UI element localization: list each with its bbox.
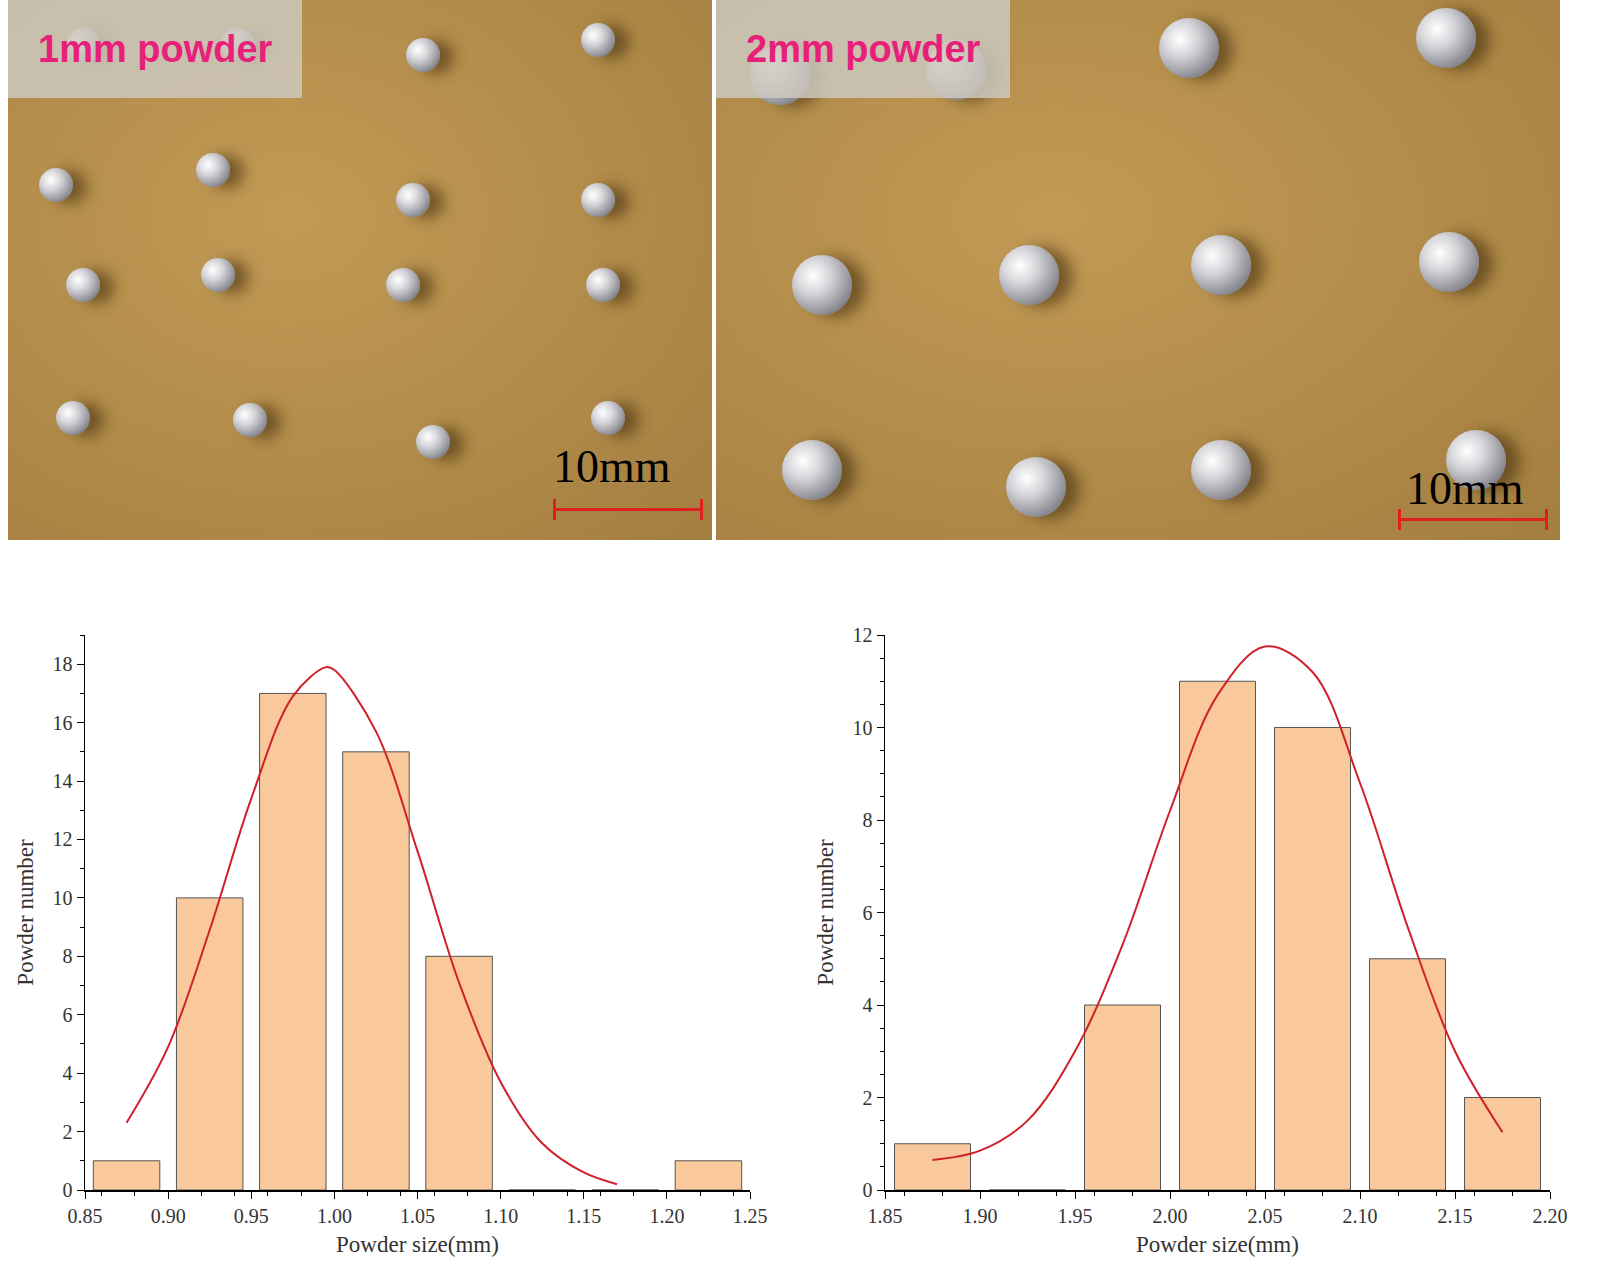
- svg-text:1.85: 1.85: [868, 1205, 903, 1227]
- svg-text:16: 16: [53, 712, 73, 734]
- svg-text:14: 14: [53, 770, 73, 792]
- svg-text:6: 6: [63, 1004, 73, 1026]
- svg-text:10: 10: [53, 887, 73, 909]
- html-text:1mm powder: 1mm powder: [38, 28, 273, 70]
- svg-text:1.20: 1.20: [649, 1205, 684, 1227]
- svg-text:0: 0: [63, 1179, 73, 1201]
- html-text:10mm: 10mm: [1406, 463, 1524, 514]
- svg-text:6: 6: [863, 902, 873, 924]
- svg-text:2.05: 2.05: [1248, 1205, 1283, 1227]
- svg-text:2.10: 2.10: [1343, 1205, 1378, 1227]
- svg-text:2: 2: [63, 1121, 73, 1143]
- svg-text:10: 10: [853, 717, 873, 739]
- svg-text:0.95: 0.95: [234, 1205, 269, 1227]
- svg-text:18: 18: [53, 653, 73, 675]
- svg-text:Powder size(mm): Powder size(mm): [336, 1232, 499, 1257]
- svg-text:2.20: 2.20: [1533, 1205, 1568, 1227]
- svg-text:1.00: 1.00: [317, 1205, 352, 1227]
- svg-text:8: 8: [863, 809, 873, 831]
- svg-text:2.00: 2.00: [1153, 1205, 1188, 1227]
- svg-text:1.05: 1.05: [400, 1205, 435, 1227]
- svg-text:0.90: 0.90: [151, 1205, 186, 1227]
- svg-text:Powder size(mm): Powder size(mm): [1136, 1232, 1299, 1257]
- svg-text:4: 4: [863, 994, 873, 1016]
- svg-text:1.25: 1.25: [733, 1205, 768, 1227]
- svg-text:1.10: 1.10: [483, 1205, 518, 1227]
- html-text:2mm powder: 2mm powder: [746, 28, 981, 70]
- svg-text:1.15: 1.15: [566, 1205, 601, 1227]
- svg-text:2: 2: [863, 1087, 873, 1109]
- svg-text:1.90: 1.90: [963, 1205, 998, 1227]
- svg-text:8: 8: [63, 945, 73, 967]
- svg-text:Powder number: Powder number: [13, 839, 38, 986]
- svg-text:12: 12: [53, 828, 73, 850]
- html-text:10mm: 10mm: [553, 441, 671, 492]
- svg-text:0.85: 0.85: [68, 1205, 103, 1227]
- svg-text:12: 12: [853, 624, 873, 646]
- svg-text:Powder number: Powder number: [813, 839, 838, 986]
- svg-text:0: 0: [863, 1179, 873, 1201]
- svg-text:2.15: 2.15: [1438, 1205, 1473, 1227]
- svg-text:4: 4: [63, 1062, 73, 1084]
- svg-text:1.95: 1.95: [1058, 1205, 1093, 1227]
